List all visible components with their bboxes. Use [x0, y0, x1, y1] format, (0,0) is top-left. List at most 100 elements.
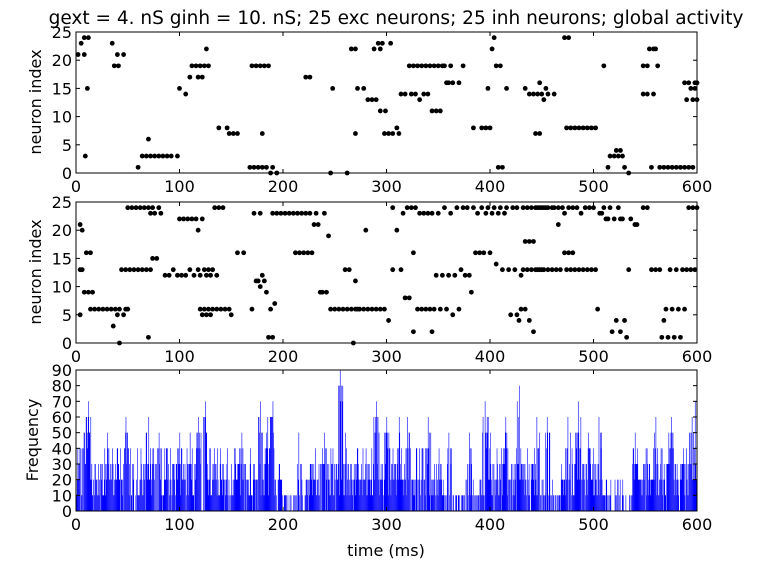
spike-point — [125, 306, 131, 312]
activity-bar — [362, 495, 363, 511]
activity-bar — [177, 464, 179, 511]
activity-bar — [336, 464, 337, 511]
activity-bar — [243, 464, 245, 511]
activity-bar — [647, 464, 648, 511]
spike-point — [431, 306, 437, 312]
panel-activity-histogram: 0 100 200 300 400 500 600 0102030405060708090 … — [23, 361, 712, 560]
spike-point — [411, 63, 416, 69]
activity-bar — [374, 479, 375, 511]
activity-bar — [87, 417, 89, 511]
activity-bar — [377, 417, 379, 511]
activity-bar — [385, 432, 387, 511]
activity-bar — [274, 479, 276, 511]
activity-bar — [436, 495, 438, 511]
spike-point — [415, 306, 420, 312]
spike-point — [485, 205, 491, 211]
activity-bar — [511, 464, 513, 511]
activity-bar — [464, 495, 465, 511]
spike-point — [564, 267, 569, 273]
activity-bar — [369, 479, 371, 511]
spike-point — [193, 216, 199, 222]
spike-point — [187, 267, 193, 273]
activity-bar — [505, 417, 507, 511]
activity-bar — [398, 448, 400, 511]
spike-point — [417, 210, 423, 216]
activity-bar — [167, 479, 169, 511]
activity-bar — [653, 448, 654, 511]
spike-point — [529, 267, 534, 273]
spike-point — [425, 210, 431, 216]
activity-bar — [478, 495, 479, 511]
spike-point — [489, 210, 495, 216]
activity-bar — [642, 479, 644, 511]
spike-point — [690, 164, 696, 170]
activity-bar — [301, 464, 302, 511]
spike-point — [88, 306, 93, 312]
activity-bar — [521, 464, 522, 511]
spike-point — [109, 40, 115, 46]
spike-point — [545, 267, 551, 273]
activity-bar — [252, 464, 254, 511]
activity-bar — [410, 479, 412, 511]
spike-point — [477, 250, 483, 256]
activity-bar — [572, 464, 573, 511]
activity-bar — [660, 448, 662, 511]
activity-bar — [108, 448, 110, 511]
activity-bar — [239, 448, 240, 511]
activity-bar — [391, 479, 393, 511]
activity-bar — [691, 432, 692, 511]
activity-bar — [196, 448, 197, 511]
activity-bar — [506, 432, 508, 511]
activity-bar — [410, 448, 411, 511]
activity-bar — [220, 448, 221, 511]
activity-bar — [215, 464, 217, 511]
activity-bar — [337, 464, 339, 511]
spike-point — [495, 210, 501, 216]
activity-bar — [98, 464, 99, 511]
activity-bar — [442, 495, 443, 511]
spike-point — [568, 267, 574, 273]
activity-bar — [152, 448, 154, 511]
activity-bar — [223, 479, 225, 511]
activity-bar — [323, 464, 324, 511]
activity-bar — [398, 417, 400, 511]
y-tick-label: 10 — [52, 278, 72, 297]
activity-bar — [421, 448, 423, 511]
spike-point — [531, 91, 536, 97]
spike-point — [411, 250, 416, 256]
spike-point — [189, 216, 195, 222]
spike-point — [493, 261, 499, 267]
activity-bar — [87, 448, 88, 511]
spike-point — [566, 205, 572, 211]
y-tick-label: 5 — [62, 306, 72, 325]
spike-point — [152, 153, 158, 159]
spike-point — [626, 267, 632, 273]
activity-bar — [91, 464, 93, 511]
activity-bar — [373, 464, 374, 511]
activity-bar — [270, 417, 271, 511]
activity-bar — [264, 448, 266, 511]
spike-point — [421, 210, 427, 216]
activity-bar — [354, 479, 356, 511]
spike-point — [533, 131, 538, 136]
spike-point — [427, 306, 433, 312]
spike-point — [675, 306, 681, 312]
spike-point — [487, 250, 493, 256]
activity-bar — [119, 448, 121, 511]
spike-point — [185, 216, 191, 222]
spike-point — [413, 91, 418, 97]
activity-bar — [225, 495, 226, 511]
y-tick-label: 10 — [52, 108, 72, 127]
activity-bar — [597, 464, 599, 511]
activity-bar — [338, 495, 340, 511]
spike-point — [377, 108, 383, 114]
x-tick-label: 600 — [682, 515, 713, 534]
activity-bar — [560, 479, 562, 511]
activity-bar — [501, 495, 503, 511]
activity-bar — [600, 432, 601, 511]
activity-bar — [394, 464, 396, 511]
activity-bar — [154, 479, 155, 511]
activity-bar — [340, 401, 342, 511]
activity-bar — [158, 448, 159, 511]
